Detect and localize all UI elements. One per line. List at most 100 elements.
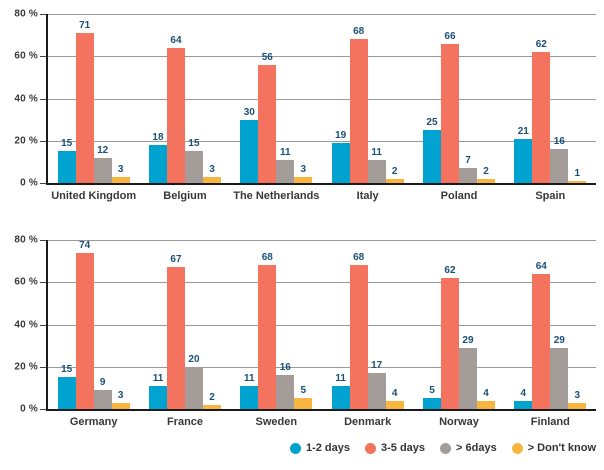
- bar-value-label: 64: [535, 260, 547, 272]
- bar-value-label: 4: [520, 387, 527, 399]
- y-tick-label: 80 %: [14, 234, 38, 246]
- gridline: [48, 366, 596, 368]
- bar--don-t-know: [568, 402, 587, 409]
- bar-value-label: 67: [170, 254, 182, 266]
- legend-dot-icon: [511, 442, 523, 454]
- bar-value-label: 2: [209, 391, 215, 403]
- bar-1-2-days: [240, 385, 259, 409]
- bar--don-t-know: [476, 400, 495, 409]
- bar-3-5-days: [166, 267, 185, 409]
- bar-value-label: 4: [483, 387, 489, 399]
- x-axis-label: United Kingdom: [51, 190, 137, 202]
- bar--don-t-know: [385, 400, 404, 409]
- y-axis-tick: [40, 240, 46, 241]
- x-axis-label: Denmark: [344, 416, 392, 428]
- bars-area: 15 74 9 3 11 67 20 2 11 68 16 5 11 68 17 4 5 62 29 4 4 64 29 3: [48, 240, 596, 409]
- bar-1-2-days: [148, 144, 167, 183]
- y-tick-label: 20 %: [14, 135, 38, 147]
- bar-value-label: 3: [574, 389, 581, 401]
- bar--don-t-know: [294, 176, 313, 183]
- bar-group: 18 64 15 3: [148, 14, 221, 183]
- bar-slot: 62: [532, 14, 551, 183]
- bar-slot: 25: [422, 14, 441, 183]
- legend-dot-icon: [364, 442, 376, 454]
- bar-slot: 3: [111, 14, 130, 183]
- legend-item: 1-2 days: [289, 442, 350, 454]
- bar-3-5-days: [349, 265, 368, 409]
- x-axis-label: Norway: [439, 416, 479, 428]
- y-tick-label: 0 %: [20, 177, 38, 189]
- y-tick-label: 40 %: [14, 93, 38, 104]
- x-axis-label: Belgium: [163, 190, 207, 202]
- chart-bottom-countries: 0 % 20 % 40 % 60 % 80 % 15 74 9 3 11 67 20 2 11 68 16 5…: [0, 235, 604, 440]
- bar-3-5-days: [75, 33, 94, 183]
- bar-value-label: 16: [553, 136, 565, 148]
- bar-slot: 11: [240, 240, 259, 409]
- bar-slot: 64: [166, 14, 185, 183]
- bar-value-label: 15: [61, 364, 73, 376]
- y-tick-label: 0 %: [20, 403, 38, 415]
- bar-slot: 9: [93, 240, 112, 409]
- bar-1-2-days: [240, 119, 259, 183]
- bar--6days: [184, 151, 203, 183]
- bar--6days: [367, 373, 386, 409]
- legend-dot-icon: [289, 442, 301, 454]
- bar-value-label: 7: [465, 155, 471, 167]
- y-axis-tick: [40, 56, 46, 58]
- y-axis-tick: [40, 366, 46, 368]
- bar-slot: 12: [93, 14, 112, 183]
- bar-value-label: 9: [99, 377, 106, 388]
- x-axis-label: Italy: [356, 190, 379, 202]
- bar-1-2-days: [331, 385, 350, 409]
- bar-value-label: 2: [391, 165, 398, 177]
- y-axis-tick: [40, 140, 46, 142]
- bar-group: 21 62 16 1: [514, 14, 587, 183]
- bar--don-t-know: [385, 178, 404, 183]
- bar-1-2-days: [331, 142, 350, 183]
- bar-value-label: 30: [243, 106, 255, 118]
- bar-value-label: 3: [209, 163, 215, 175]
- bar-value-label: 18: [152, 131, 164, 143]
- bar-value-label: 17: [371, 360, 383, 372]
- bar-value-label: 4: [391, 387, 398, 399]
- bar--don-t-know: [476, 178, 495, 183]
- bar-value-label: 21: [517, 125, 529, 137]
- chart-top-countries: 0 % 20 % 40 % 60 % 80 % 15 71 12 3 18 64 15 3 30 56 11…: [0, 9, 604, 214]
- bar--6days: [550, 149, 569, 183]
- bar-slot: 11: [148, 240, 167, 409]
- bar--don-t-know: [294, 398, 313, 409]
- gridline: [48, 240, 596, 241]
- bar-value-label: 11: [280, 146, 291, 158]
- bar-value-label: 12: [97, 144, 109, 156]
- bar--don-t-know: [202, 176, 221, 183]
- x-axis-label: The Netherlands: [233, 190, 320, 202]
- bar-value-label: 74: [79, 239, 91, 251]
- gridline: [48, 140, 596, 142]
- plot-area: 15 71 12 3 18 64 15 3 30 56 11 3 19 68 11 2 25 66 7 2 21 62 16…: [40, 14, 596, 185]
- bar-value-label: 11: [152, 372, 164, 384]
- bar-slot: 16: [276, 240, 295, 409]
- bar-group: 4 64 29 3: [514, 240, 587, 409]
- bar-value-label: 15: [188, 138, 200, 150]
- bar-slot: 2: [385, 14, 404, 183]
- bar-value-label: 11: [371, 146, 382, 158]
- y-tick-label: 20 %: [14, 361, 38, 373]
- legend-label: > 6days: [456, 442, 497, 454]
- y-axis: 0 % 20 % 40 % 60 % 80 %: [0, 9, 38, 189]
- bar-slot: 11: [367, 14, 386, 183]
- bar-1-2-days: [514, 138, 533, 183]
- bar-slot: 29: [458, 240, 477, 409]
- bar-slot: 1: [568, 14, 587, 183]
- legend-label: 3-5 days: [380, 442, 426, 454]
- bar-slot: 3: [294, 14, 313, 183]
- y-tick-label: 60 %: [14, 50, 38, 62]
- bar-slot: 2: [476, 14, 495, 183]
- bar-slot: 64: [532, 240, 551, 409]
- bar-slot: 18: [148, 14, 167, 183]
- bar-value-label: 66: [444, 30, 456, 42]
- bar-slot: 68: [258, 240, 277, 409]
- x-axis-label: Finland: [530, 416, 570, 428]
- gridline: [48, 282, 596, 284]
- bar-slot: 15: [57, 240, 76, 409]
- x-axis-label: France: [166, 416, 204, 428]
